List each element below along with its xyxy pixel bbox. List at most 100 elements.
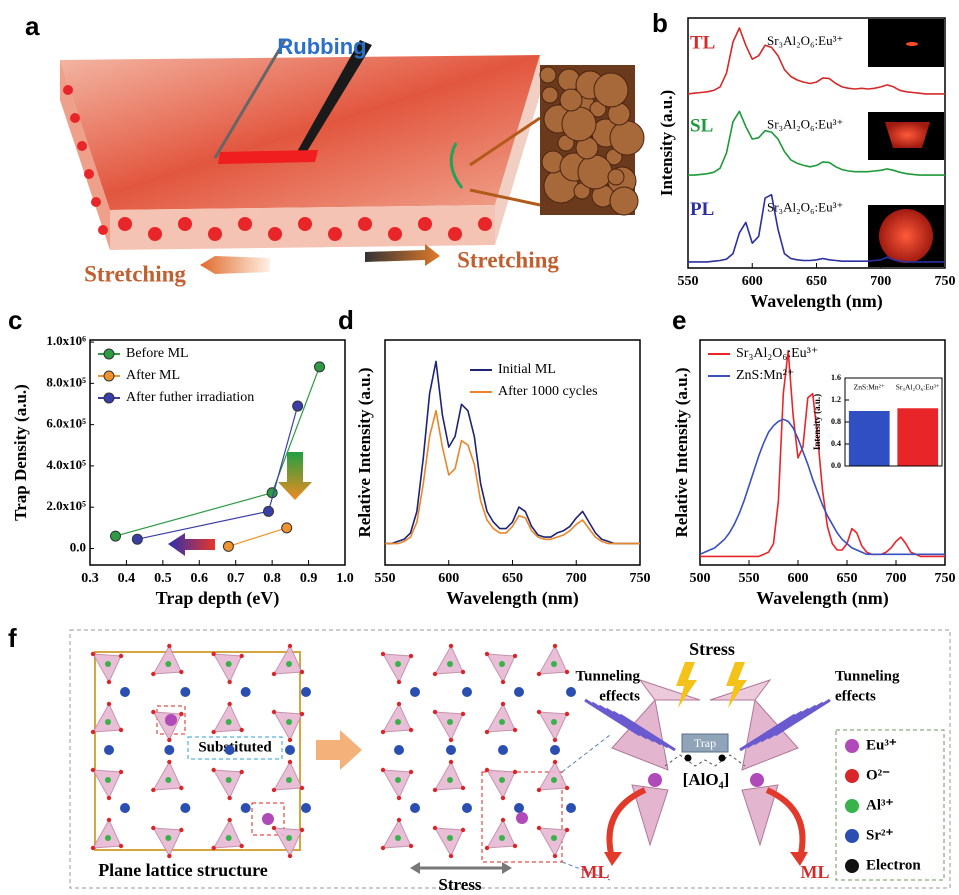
- sr-ion: [120, 803, 130, 813]
- polyhedron: [539, 646, 567, 674]
- grain: [610, 187, 638, 215]
- o-ion: [227, 796, 231, 800]
- legend-label: After futher irradiation: [126, 390, 254, 405]
- o-ion: [553, 854, 557, 858]
- particle: [328, 227, 342, 241]
- grain: [594, 73, 628, 107]
- o-ion: [119, 654, 123, 658]
- sr-ion: [446, 745, 456, 755]
- al-ion: [395, 661, 401, 667]
- point: [111, 531, 121, 541]
- x-tick-label: 750: [630, 571, 651, 586]
- polyhedron: [435, 762, 463, 790]
- sr-ion: [514, 687, 524, 697]
- o-ion: [433, 788, 437, 792]
- o-ion: [239, 770, 243, 774]
- particle: [84, 169, 94, 179]
- o-ion: [211, 846, 215, 850]
- o-ion: [537, 710, 541, 714]
- arrow: [200, 256, 270, 274]
- slab-top: [60, 55, 540, 210]
- x-tick-label: 700: [566, 571, 587, 586]
- o-ion: [239, 728, 243, 732]
- sr-ion: [285, 745, 295, 755]
- o-ion: [409, 844, 413, 848]
- label: effects: [599, 688, 640, 704]
- legend-label: Al³⁺: [866, 797, 893, 813]
- sr-ion: [104, 745, 114, 755]
- polyhedron: [435, 646, 463, 674]
- o-ion: [107, 702, 111, 706]
- figure: a b c d e f Rubbing Stretching Stretchin…: [0, 0, 959, 895]
- al-ion: [165, 777, 171, 783]
- polyhedron: [93, 770, 121, 798]
- x-tick-label: 0.7: [227, 571, 245, 586]
- al-ion: [226, 719, 232, 725]
- o-ion: [449, 738, 453, 742]
- polyhedron: [153, 828, 181, 856]
- sr-ion: [301, 687, 311, 697]
- point: [132, 534, 142, 544]
- o-ion: [272, 788, 276, 792]
- o-ion: [239, 844, 243, 848]
- o-ion: [288, 738, 292, 742]
- label: Substituted: [198, 739, 272, 755]
- o-ion: [211, 730, 215, 734]
- o-ion: [553, 644, 557, 648]
- stress-arrow: [410, 862, 420, 874]
- label: Tunneling: [835, 668, 900, 684]
- label: ML: [801, 862, 830, 882]
- x-tick-label: 550: [678, 274, 699, 289]
- grain: [560, 89, 582, 111]
- y-axis-label: Trap Density (a.u.): [11, 384, 30, 521]
- polyhedron: [487, 654, 515, 682]
- al-ion: [165, 835, 171, 841]
- panel-f: Eu³⁺ O²⁻ Al³⁺ Sr²⁺ Electron Substituted …: [70, 630, 950, 894]
- x-tick-label: 600: [788, 571, 809, 586]
- annotation: Sr₃Al₂O₆:Eu³⁺: [767, 116, 843, 131]
- sr-ion: [241, 687, 251, 697]
- label: Stretching: [457, 247, 559, 272]
- panel-label: d: [338, 305, 354, 335]
- electron: [685, 755, 692, 762]
- label: Plane lattice structure: [98, 860, 268, 880]
- o-ion: [227, 818, 231, 822]
- al-ion: [395, 719, 401, 725]
- polyhedron: [214, 770, 242, 798]
- x-axis-label: Wavelength (nm): [750, 291, 883, 312]
- eu-ion: [648, 773, 662, 787]
- series-label: SL: [690, 116, 713, 137]
- o-ion: [272, 710, 276, 714]
- polyhedron: [274, 828, 302, 856]
- point: [223, 541, 233, 551]
- o-ion: [501, 818, 505, 822]
- label: Tunneling: [576, 668, 641, 684]
- al-ion: [551, 835, 557, 841]
- al-ion: [226, 835, 232, 841]
- o-ion: [501, 702, 505, 706]
- label: ML: [581, 862, 610, 882]
- o-ion: [151, 788, 155, 792]
- y-tick-label: 2.0x10⁵: [46, 498, 86, 513]
- particle: [98, 225, 108, 235]
- o-ion: [461, 712, 465, 716]
- x-tick-label: 550: [375, 571, 396, 586]
- y-tick-label: 0.8: [831, 417, 841, 426]
- sr-ion: [120, 687, 130, 697]
- arrow: [168, 533, 215, 556]
- al-ion: [226, 777, 232, 783]
- rub-trace: [218, 150, 318, 164]
- sr-ion: [410, 803, 420, 813]
- al-ion: [105, 835, 111, 841]
- x-tick-label: 650: [502, 571, 523, 586]
- al-ion: [499, 777, 505, 783]
- al-ion: [286, 661, 292, 667]
- x-tick-label: 0.8: [263, 571, 281, 586]
- legend-swatch: [104, 393, 114, 403]
- polyhedron: [274, 762, 302, 790]
- y-tick-label: 1.2: [831, 395, 841, 404]
- o-ion: [565, 670, 569, 674]
- eu-ion: [750, 773, 764, 787]
- o-ion: [211, 652, 215, 656]
- o-ion: [151, 826, 155, 830]
